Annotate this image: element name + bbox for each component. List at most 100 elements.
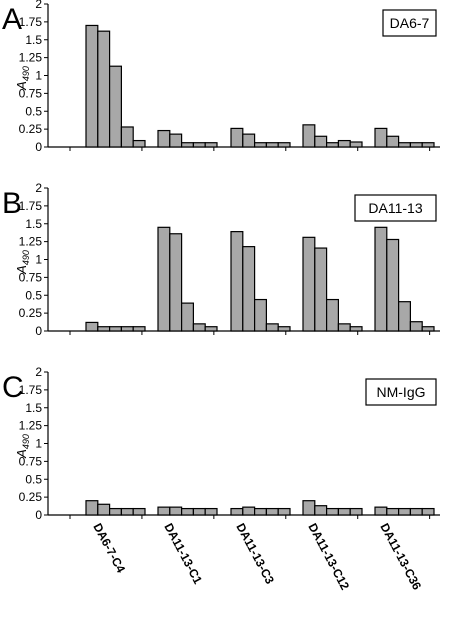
bar [409, 321, 423, 332]
x-category-label: DA6-7-C4 [90, 521, 128, 576]
panel-c: C A490 0 0.25 0.5 0.75 1 1.25 1.5 1.75 2 NM-IgG [2, 365, 440, 522]
bar [132, 507, 146, 516]
bar [230, 231, 244, 332]
bar [386, 507, 400, 516]
legend-label: DA6-7 [390, 15, 430, 31]
bar [97, 30, 111, 148]
y-axis-label: A490 [14, 66, 31, 91]
bar [132, 139, 146, 148]
y-tick-label: 1.25 [19, 51, 43, 65]
bar [97, 503, 111, 516]
y-axis-label-sub: 490 [21, 250, 31, 265]
bar [108, 326, 122, 332]
y-tick-label: 0.25 [19, 490, 43, 504]
y-axis-label-main: A [14, 449, 29, 459]
panel-letter: B [2, 187, 22, 220]
y-axis-label-sub: 490 [21, 434, 31, 449]
bar [120, 326, 134, 332]
y-tick-label: 1 [35, 437, 42, 451]
y-tick-label: 0.5 [25, 288, 42, 302]
bar [409, 507, 423, 516]
x-category-label: DA11-13-C3 [233, 521, 277, 587]
y-axis-label: A490 [14, 434, 31, 459]
bar-group [157, 226, 218, 332]
bar [421, 507, 435, 516]
bar-group [374, 127, 435, 148]
bar [349, 507, 363, 516]
y-tick-label: 0 [35, 508, 42, 522]
y-tick-label: 0 [35, 140, 42, 154]
bar [85, 321, 99, 332]
bar [242, 506, 256, 516]
legend-box [365, 378, 437, 406]
bar [192, 142, 206, 148]
bar [302, 236, 316, 332]
bar [108, 507, 122, 516]
y-tick-label: 1.25 [19, 419, 43, 433]
bar [314, 135, 328, 148]
bar [169, 506, 183, 516]
bar [108, 65, 122, 148]
bar [204, 326, 218, 332]
y-tick-label: 1.5 [25, 401, 42, 415]
bar [277, 326, 291, 332]
bar-group [374, 506, 435, 516]
bar [204, 507, 218, 516]
panel-letter: A [2, 3, 22, 36]
bar [242, 246, 256, 332]
bar [349, 141, 363, 148]
bar [97, 326, 111, 332]
bar [398, 507, 412, 516]
bar [374, 506, 388, 516]
bar [254, 298, 268, 332]
bar [421, 142, 435, 148]
bar [169, 233, 183, 332]
y-tick-label: 0.5 [25, 472, 42, 486]
bar [120, 126, 134, 148]
bar [204, 142, 218, 148]
y-tick-label: 1.75 [19, 15, 43, 29]
x-category-label: DA11-13-C1 [161, 521, 205, 587]
bar [192, 507, 206, 516]
bar [132, 326, 146, 332]
bar [157, 506, 171, 516]
bar [265, 142, 279, 148]
bar [337, 507, 351, 516]
legend-box [354, 194, 437, 222]
bar [120, 507, 134, 516]
bar [374, 226, 388, 332]
y-tick-label: 1.5 [25, 33, 42, 47]
bar [181, 302, 195, 332]
bar [421, 326, 435, 332]
bar [409, 142, 423, 148]
y-tick-label: 2 [35, 181, 42, 195]
y-tick-label: 1.5 [25, 217, 42, 231]
bar [169, 133, 183, 148]
bar-group [230, 127, 291, 148]
legend-label: NM-IgG [377, 384, 426, 400]
bar [265, 323, 279, 332]
y-tick-label: 0.75 [19, 270, 43, 284]
bar [398, 142, 412, 148]
y-axis-label-main: A [14, 81, 29, 91]
bar-group [230, 231, 291, 332]
bar [302, 124, 316, 148]
bar-group [302, 124, 363, 148]
y-tick-label: 1 [35, 253, 42, 267]
bar [157, 226, 171, 332]
bar [314, 505, 328, 516]
bar-group [157, 506, 218, 516]
bar [157, 129, 171, 148]
y-tick-label: 1 [35, 69, 42, 83]
bar [386, 135, 400, 148]
bar [181, 142, 195, 148]
bar-group [85, 24, 146, 148]
y-tick-label: 0.75 [19, 454, 43, 468]
bar [349, 326, 363, 332]
bar-group [374, 226, 435, 332]
bar [326, 507, 340, 516]
bar-group [85, 321, 146, 332]
bar [85, 500, 99, 516]
